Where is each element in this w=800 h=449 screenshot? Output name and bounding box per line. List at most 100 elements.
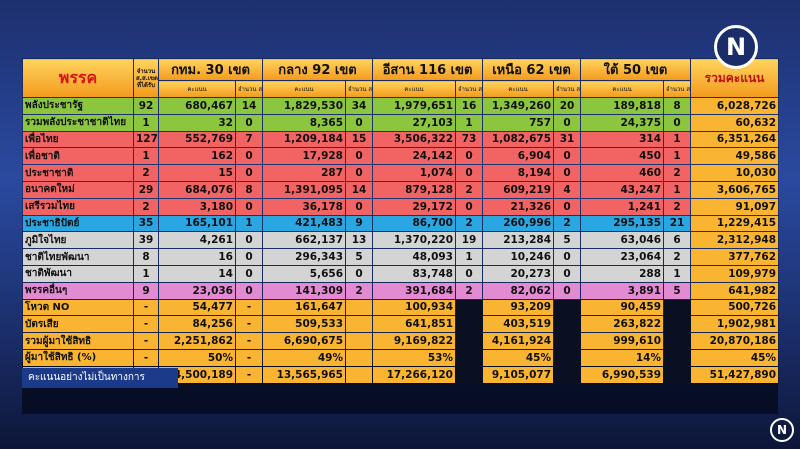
- seat-cell: 0: [454, 164, 484, 182]
- seat-cell: 8: [663, 97, 692, 115]
- header-votes-sub: คะแนน: [372, 80, 456, 98]
- empty-cell: [454, 365, 484, 384]
- party-name: เพื่อไทย: [22, 130, 134, 149]
- vote-cell: 1,209,184: [262, 130, 346, 149]
- party-name: รวมผู้มาใช้สิทธิ: [22, 332, 134, 350]
- vote-cell: 141,309: [262, 281, 346, 300]
- header-region: กลาง 92 เขต: [262, 58, 373, 81]
- vote-cell: 8,365: [262, 113, 346, 132]
- party-row: เพื่อชาติ 1 162 0 17,928 0 24,142 0 6,904 0 450 1 49…: [22, 147, 780, 166]
- seat-cell: 0: [345, 197, 373, 216]
- seat-cell: -: [235, 298, 263, 317]
- vote-cell: 82,062: [482, 281, 555, 300]
- header-region: เหนือ 62 เขต: [482, 58, 582, 81]
- party-row: อนาคตใหม่ 29 684,076 8 1,391,095 14 879,128 2 60…: [22, 180, 780, 199]
- seat-cell: 0: [235, 231, 263, 250]
- party-name: อนาคตใหม่: [22, 180, 134, 199]
- vote-total: 60,632: [690, 113, 780, 132]
- party-row: ภูมิใจไทย 39 4,261 0 662,137 13 1,370,220 19 213…: [22, 231, 780, 250]
- vote-cell: 16: [158, 248, 236, 266]
- seat-total: 1: [133, 113, 159, 132]
- vote-total: 10,030: [690, 164, 780, 182]
- seat-cell: 9: [345, 214, 373, 233]
- seat-cell: 0: [553, 264, 582, 283]
- vote-cell: 100,934: [372, 298, 456, 317]
- seat-total: 2: [133, 164, 159, 182]
- vote-cell: 757: [482, 113, 555, 132]
- vote-cell: 314: [580, 130, 665, 149]
- vote-cell: 14: [158, 264, 236, 283]
- party-name: เพื่อชาติ: [22, 147, 134, 166]
- vote-cell: 1,074: [372, 164, 456, 182]
- vote-cell: 403,519: [482, 315, 555, 334]
- party-row: รวมผู้มาใช้สิทธิ -2,251,862-6,690,675 9,16…: [22, 332, 780, 350]
- seat-cell: 0: [553, 113, 582, 132]
- header-votes-sub: คะแนน: [482, 80, 555, 98]
- vote-cell: 879,128: [372, 180, 456, 199]
- seat-cell: 5: [663, 281, 692, 300]
- party-row: พลังประชารัฐ 92 680,467 14 1,829,530 34 1,979,…: [22, 97, 780, 115]
- vote-cell: 213,284: [482, 231, 555, 250]
- seat-cell: 0: [663, 113, 692, 132]
- vote-cell: 552,769: [158, 130, 236, 149]
- seat-cell: 19: [454, 231, 484, 250]
- vote-cell: 3,891: [580, 281, 665, 300]
- seat-cell: 0: [235, 281, 263, 300]
- seat-cell: 1: [663, 147, 692, 166]
- vote-cell: 45%: [482, 348, 555, 367]
- party-row: จำนวนผู้มีสิทธิ-4,500,189-13,565,96517,2…: [22, 365, 780, 384]
- seat-cell: -: [235, 315, 263, 334]
- vote-cell: 6,904: [482, 147, 555, 166]
- vote-cell: 8,194: [482, 164, 555, 182]
- party-row: รวมพลังประชาชาติไทย 1 32 0 8,365 0 27,103 1 757 0…: [22, 113, 780, 132]
- seat-cell: 2: [553, 214, 582, 233]
- seat-cell: 16: [454, 97, 484, 115]
- vote-cell: 5,656: [262, 264, 346, 283]
- channel-logo: N: [714, 25, 758, 69]
- party-name: เสรีรวมไทย: [22, 197, 134, 216]
- empty-cell: [663, 365, 692, 384]
- seat-total: -: [133, 315, 159, 334]
- seat-cell: 0: [454, 147, 484, 166]
- vote-cell: 3,180: [158, 197, 236, 216]
- party-name: ผู้มาใช้สิทธิ (%): [22, 348, 134, 367]
- header-region: กทม. 30 เขต: [158, 58, 263, 81]
- seat-cell: 1: [663, 180, 692, 199]
- seat-cell: 5: [345, 248, 373, 266]
- empty-cell: [553, 365, 582, 384]
- vote-total: 1,902,981: [690, 315, 780, 334]
- vote-cell: 13,565,965: [262, 365, 346, 384]
- vote-cell: 9,105,077: [482, 365, 555, 384]
- seat-cell: 6: [663, 231, 692, 250]
- party-row: เสรีรวมไทย 2 3,180 0 36,178 0 29,172 0 21,326 0 1,…: [22, 197, 780, 216]
- results-table: พรรค จำนวน ส.ส.เขต ที่ได้รับ กทม. 30 เขต กล…: [22, 58, 780, 384]
- vote-cell: 63,046: [580, 231, 665, 250]
- vote-cell: 1,370,220: [372, 231, 456, 250]
- seat-total: 2: [133, 197, 159, 216]
- party-name: พรรคอื่นๆ: [22, 281, 134, 300]
- seat-cell: 2: [663, 197, 692, 216]
- seat-cell: 15: [345, 130, 373, 149]
- seat-cell: 14: [235, 97, 263, 115]
- empty-cell: [345, 365, 373, 384]
- seat-cell: 2: [663, 248, 692, 266]
- party-name: ประชาชาติ: [22, 164, 134, 182]
- seat-total: 35: [133, 214, 159, 233]
- vote-cell: 662,137: [262, 231, 346, 250]
- vote-cell: 295,135: [580, 214, 665, 233]
- header-region: ใต้ 50 เขต: [580, 58, 692, 81]
- seat-cell: 0: [454, 264, 484, 283]
- vote-cell: 450: [580, 147, 665, 166]
- vote-cell: 680,467: [158, 97, 236, 115]
- seat-cell: 1: [235, 214, 263, 233]
- vote-total: 377,762: [690, 248, 780, 266]
- seat-cell: 34: [345, 97, 373, 115]
- empty-cell: [663, 332, 692, 350]
- party-row: โหวต NO -54,477-161,647 100,934 93,209 90,45…: [22, 298, 780, 317]
- party-row: ประชาธิปัตย์ 35 165,101 1 421,483 9 86,700 2 260…: [22, 214, 780, 233]
- seat-cell: 0: [345, 164, 373, 182]
- seat-total: 1: [133, 264, 159, 283]
- seat-cell: 0: [235, 164, 263, 182]
